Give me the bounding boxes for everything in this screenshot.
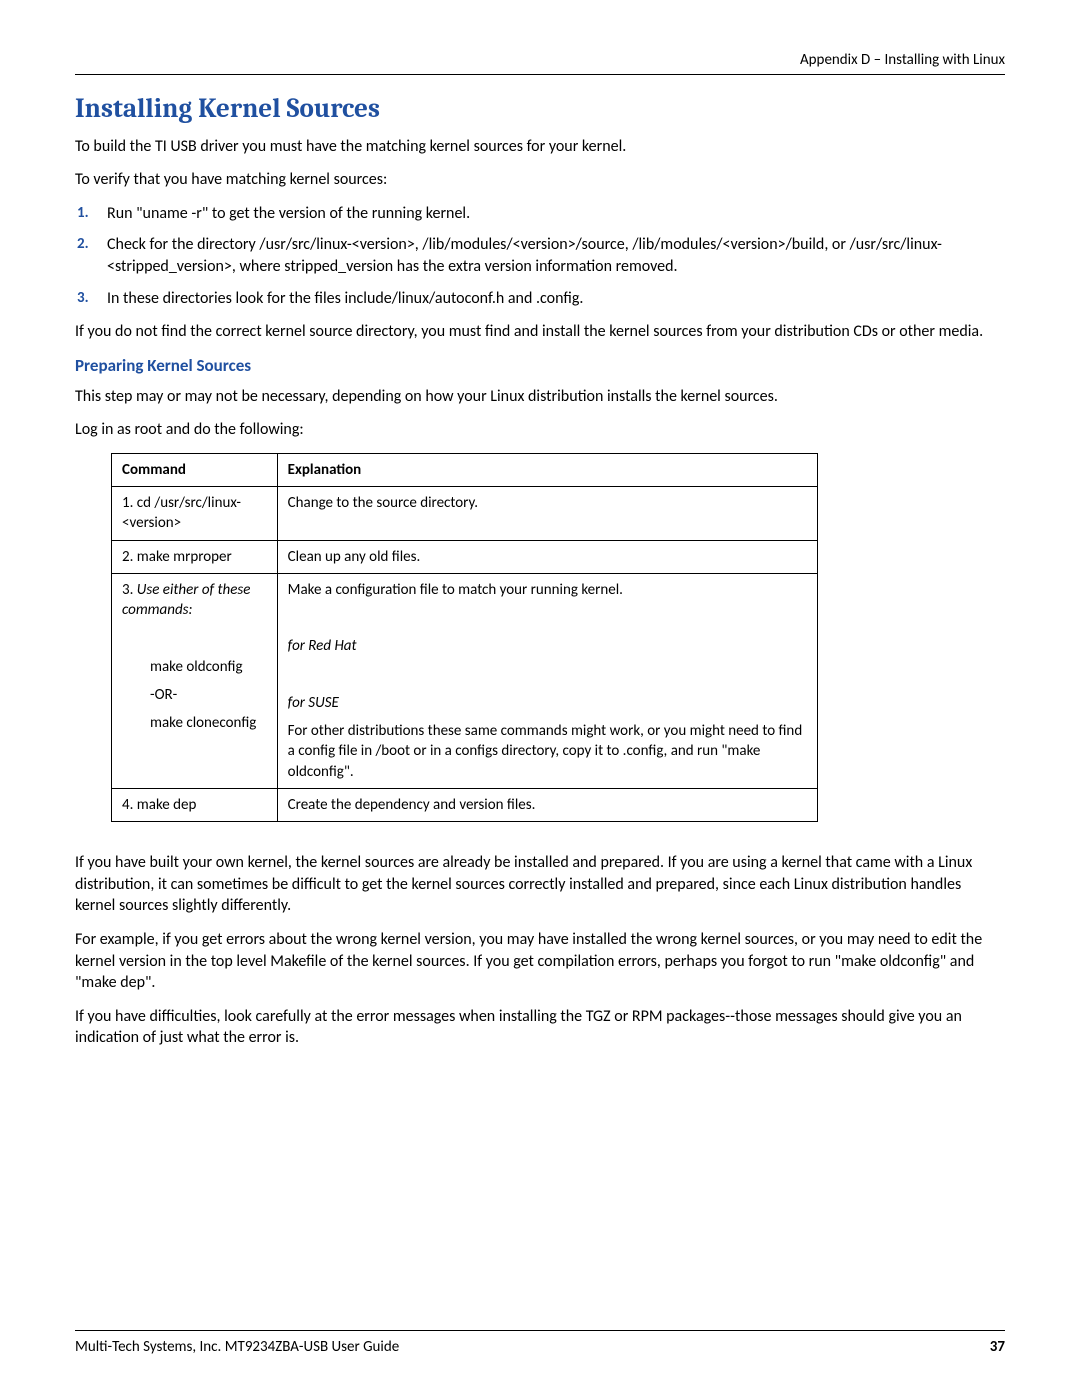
table-row: 4. make dep Create the dependency and ve… [112, 788, 818, 821]
paragraph-own-kernel: If you have built your own kernel, the k… [75, 852, 1005, 917]
paragraph-no-source: If you do not find the correct kernel so… [75, 321, 1005, 343]
page-number: 37 [990, 1337, 1005, 1357]
paragraph-prep-note: This step may or may not be necessary, d… [75, 386, 1005, 408]
paragraph-root-login: Log in as root and do the following: [75, 419, 1005, 441]
paragraph-difficulties: If you have difficulties, look carefully… [75, 1006, 1005, 1049]
intro-paragraph-1: To build the TI USB driver you must have… [75, 136, 1005, 158]
paragraph-errors: For example, if you get errors about the… [75, 929, 1005, 994]
subsection-heading: Preparing Kernel Sources [75, 355, 1005, 378]
cmd-oldconfig: make oldconfig [122, 657, 267, 677]
col-command: Command [112, 453, 278, 486]
cell-explanation: Create the dependency and version files. [277, 788, 817, 821]
table-row: 1. cd /usr/src/linux-<version> Change to… [112, 487, 818, 541]
step-2: Check for the directory /usr/src/linux-<… [103, 234, 1005, 277]
col-explanation: Explanation [277, 453, 817, 486]
table-row: 3. Use either of these commands: make ol… [112, 573, 818, 788]
row3-italic: Use either of these commands: [122, 581, 250, 619]
exp-other-distros: For other distributions these same comma… [288, 721, 807, 782]
cell-explanation: Clean up any old files. [277, 540, 817, 573]
footer-left-text: Multi-Tech Systems, Inc. MT9234ZBA-USB U… [75, 1337, 399, 1357]
cell-command: 3. Use either of these commands: make ol… [112, 573, 278, 788]
cell-command: 4. make dep [112, 788, 278, 821]
section-heading: Installing Kernel Sources [75, 91, 1005, 127]
cell-command: 2. make mrproper [112, 540, 278, 573]
step-1: Run "uname -r" to get the version of the… [103, 203, 1005, 225]
cmd-or: -OR- [122, 685, 267, 705]
step-3: In these directories look for the files … [103, 288, 1005, 310]
cell-command: 1. cd /usr/src/linux-<version> [112, 487, 278, 541]
header-rule [75, 74, 1005, 75]
table-header-row: Command Explanation [112, 453, 818, 486]
page-footer: Multi-Tech Systems, Inc. MT9234ZBA-USB U… [75, 1330, 1005, 1357]
cell-explanation: Make a configuration file to match your … [277, 573, 817, 788]
exp-suse: for SUSE [288, 693, 807, 713]
cell-explanation: Change to the source directory. [277, 487, 817, 541]
exp-redhat: for Red Hat [288, 636, 807, 656]
row3-prefix: 3. [122, 581, 137, 599]
page: Appendix D – Installing with Linux Insta… [0, 0, 1080, 1397]
commands-table: Command Explanation 1. cd /usr/src/linux… [111, 453, 818, 822]
verify-steps-list: Run "uname -r" to get the version of the… [75, 203, 1005, 309]
cmd-cloneconfig: make cloneconfig [122, 713, 267, 733]
footer-rule [75, 1330, 1005, 1331]
header-right-text: Appendix D – Installing with Linux [75, 50, 1005, 70]
exp-config-file: Make a configuration file to match your … [288, 580, 807, 600]
table-row: 2. make mrproper Clean up any old files. [112, 540, 818, 573]
intro-paragraph-2: To verify that you have matching kernel … [75, 169, 1005, 191]
